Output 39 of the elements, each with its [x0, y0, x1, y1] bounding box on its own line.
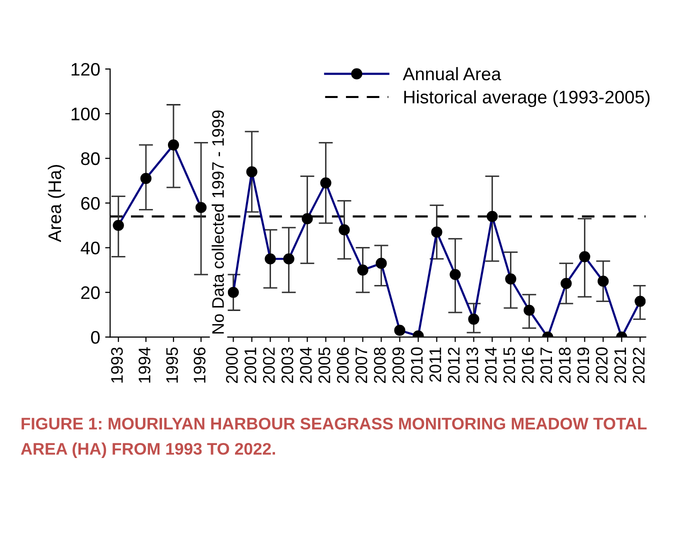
x-tick-label: 2012 [448, 348, 460, 384]
x-tick-label: 1994 [138, 347, 150, 383]
x-tick-label: 2019 [577, 348, 590, 384]
x-tick-label: 1996 [194, 348, 206, 383]
legend-label: Annual Area [402, 67, 502, 80]
y-tick-label: 80 [81, 152, 100, 166]
x-tick-label: 2010 [410, 347, 423, 384]
x-tick-label: 2013 [466, 348, 478, 384]
legend-label: Historical average (1993-2005) [404, 90, 650, 108]
x-tick-label: 1995 [166, 347, 178, 383]
x-tick-label: 2011 [429, 348, 442, 382]
x-tick-label: 2003 [281, 348, 294, 384]
caption: FIGURE 1: MOURILYAN HARBOUR SEAGRASS MONITORING MEADOW TOTAL AREA (HA) FROM 1993 TO 2022. [20, 418, 647, 458]
x-tick-label: 2015 [503, 347, 516, 384]
y-axis-title: Area (Ha) [48, 165, 65, 242]
x-tick-label: 2001 [244, 348, 256, 384]
x-tick-label: 2002 [262, 348, 275, 384]
x-tick-label: 2017 [540, 348, 552, 384]
x-tick-label: 2020 [596, 347, 608, 384]
y-tick-label: 20 [81, 286, 100, 300]
x-tick-label: 2009 [392, 348, 404, 384]
x-tick-label: 2021 [614, 348, 626, 384]
x-tick-label: 2008 [374, 347, 386, 384]
x-tick-label: 2016 [522, 348, 534, 384]
x-tick-label: 2004 [300, 347, 312, 384]
x-tick-label: 2006 [336, 348, 349, 384]
y-tick-label: 0 [91, 330, 100, 344]
text: No Data collected 1997 - 1999 [212, 110, 224, 334]
x-tick-label: 2005 [318, 347, 330, 384]
y-tick-label: 120 [72, 62, 100, 76]
x-tick-label: 2022 [632, 348, 645, 384]
x-tick-label: 2014 [484, 347, 497, 384]
y-tick-label: 60 [81, 196, 100, 210]
x-tick-label: 1993 [111, 348, 123, 383]
x-tick-label: 2007 [355, 348, 368, 384]
x-tick-label: 2018 [558, 347, 571, 384]
y-tick-label: 40 [80, 242, 100, 254]
y-tick-label: 100 [72, 108, 100, 120]
x-tick-label: 2000 [226, 347, 238, 384]
